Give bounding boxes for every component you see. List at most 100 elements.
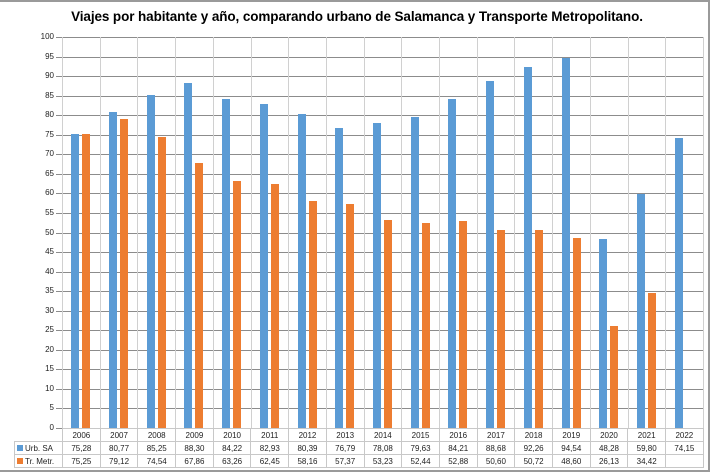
data-table-cell: 94,54 xyxy=(551,441,591,455)
y-tick-mark xyxy=(56,428,62,429)
bar-urb-sa-2018 xyxy=(523,67,532,428)
y-tick-mark xyxy=(56,369,62,371)
y-tick-label: 65 xyxy=(45,168,54,178)
gridline-v xyxy=(325,37,327,428)
bar-tr-metr-2014 xyxy=(384,219,392,428)
y-tick-mark xyxy=(56,291,62,293)
x-tick-label: 2016 xyxy=(438,428,478,442)
data-table-cell: 74,15 xyxy=(665,441,704,455)
y-tick-mark xyxy=(56,173,62,175)
data-table-cell: 74,54 xyxy=(137,454,177,468)
chart-title: Viajes por habitante y año, comparando u… xyxy=(71,9,643,24)
bar-tr-metr-2013 xyxy=(346,203,355,428)
data-table-cell: 75,28 xyxy=(62,441,101,455)
data-table-cell: 59,80 xyxy=(627,441,666,455)
x-tick-label: 2012 xyxy=(288,428,327,442)
y-tick-label: 90 xyxy=(45,71,54,81)
gridline-h xyxy=(62,369,703,371)
x-tick-label: 2011 xyxy=(250,428,290,442)
gridline-v xyxy=(665,37,667,428)
gridline-v xyxy=(627,37,629,428)
bar-tr-metr-2020 xyxy=(610,325,619,428)
data-table-cell: 88,30 xyxy=(175,441,214,455)
y-tick-label: 40 xyxy=(45,266,54,276)
gridline-h xyxy=(62,330,703,332)
plot-area xyxy=(62,37,704,429)
gridline-h xyxy=(62,76,703,78)
bar-urb-sa-2019 xyxy=(561,58,570,428)
gridline-h xyxy=(62,193,703,195)
y-tick-mark xyxy=(56,95,62,97)
x-tick-label: 2015 xyxy=(401,428,440,442)
gridline-v xyxy=(137,37,139,428)
x-tick-label: 2006 xyxy=(62,428,101,442)
bar-tr-metr-2011 xyxy=(270,183,279,428)
y-tick-mark xyxy=(56,330,62,332)
gridline-v xyxy=(703,37,704,428)
gridline-h xyxy=(62,291,703,293)
data-table-cell: 67,86 xyxy=(175,454,214,468)
bar-urb-sa-2021 xyxy=(636,194,645,428)
data-table-cell: 84,22 xyxy=(212,441,252,455)
x-tick-label: 2007 xyxy=(99,428,139,442)
data-table-cell: 52,88 xyxy=(438,454,478,468)
data-table-cell: 79,63 xyxy=(401,441,440,455)
y-tick-label: 35 xyxy=(45,286,54,296)
gridline-h xyxy=(62,408,703,410)
series-label: Urb. SA xyxy=(25,443,54,453)
y-tick-mark xyxy=(56,134,62,136)
bar-tr-metr-2008 xyxy=(157,136,166,428)
data-table-cell: 92,26 xyxy=(514,441,553,455)
bar-urb-sa-2013 xyxy=(335,127,344,428)
data-table-row-urb-sa: Urb. SA 75,28 80,77 85,25 88,30 84,22 82,93 80… xyxy=(14,441,704,455)
gridline-h xyxy=(62,232,703,234)
data-table-cell: 50,72 xyxy=(514,454,553,468)
data-table-cell: 78,08 xyxy=(363,441,403,455)
data-table-cell: 57,37 xyxy=(325,454,365,468)
y-tick-label: 0 xyxy=(49,423,54,432)
data-table-cell: 26,13 xyxy=(589,454,629,468)
gridline-h xyxy=(62,134,703,136)
data-table-cell: 82,93 xyxy=(250,441,290,455)
y-tick-label: 80 xyxy=(45,110,54,120)
bar-urb-sa-2022 xyxy=(674,138,683,428)
gridline-h xyxy=(62,154,703,156)
y-tick-mark xyxy=(56,408,62,410)
data-table-cell: 48,28 xyxy=(589,441,629,455)
y-tick-label: 60 xyxy=(45,188,54,198)
gridline-h xyxy=(62,271,703,273)
y-tick-mark xyxy=(56,271,62,273)
x-tick-label: 2020 xyxy=(589,428,629,442)
bar-tr-metr-2018 xyxy=(534,229,543,428)
gridline-h xyxy=(62,37,703,38)
y-tick-mark xyxy=(56,349,62,351)
bar-urb-sa-2008 xyxy=(146,94,155,428)
legend-entry-urb-sa: Urb. SA xyxy=(14,441,63,455)
bar-urb-sa-2010 xyxy=(222,98,231,428)
x-tick-label: 2021 xyxy=(627,428,666,442)
y-tick-mark xyxy=(56,388,62,390)
legend-entry-tr-metr: Tr. Metr. xyxy=(14,454,63,468)
bar-tr-metr-2021 xyxy=(647,293,656,428)
y-tick-mark xyxy=(56,115,62,117)
y-tick-label: 15 xyxy=(45,364,54,374)
gridline-v xyxy=(62,37,63,428)
x-tick-label: 2014 xyxy=(363,428,403,442)
y-tick-label: 25 xyxy=(45,325,54,335)
data-table-cell: 75,25 xyxy=(62,454,101,468)
x-tick-label: 2018 xyxy=(514,428,553,442)
bar-tr-metr-2007 xyxy=(120,118,129,428)
y-tick-label: 10 xyxy=(45,383,54,393)
series-label: Tr. Metr. xyxy=(25,456,55,466)
y-tick-label: 70 xyxy=(45,149,54,159)
y-tick-mark xyxy=(56,212,62,214)
bar-urb-sa-2009 xyxy=(184,82,193,428)
gridline-h xyxy=(62,212,703,214)
gridline-v xyxy=(363,37,365,428)
y-tick-mark xyxy=(56,252,62,254)
gridline-h xyxy=(62,349,703,351)
y-tick-mark xyxy=(56,193,62,195)
gridline-v xyxy=(476,37,478,428)
y-tick-label: 20 xyxy=(45,344,54,354)
